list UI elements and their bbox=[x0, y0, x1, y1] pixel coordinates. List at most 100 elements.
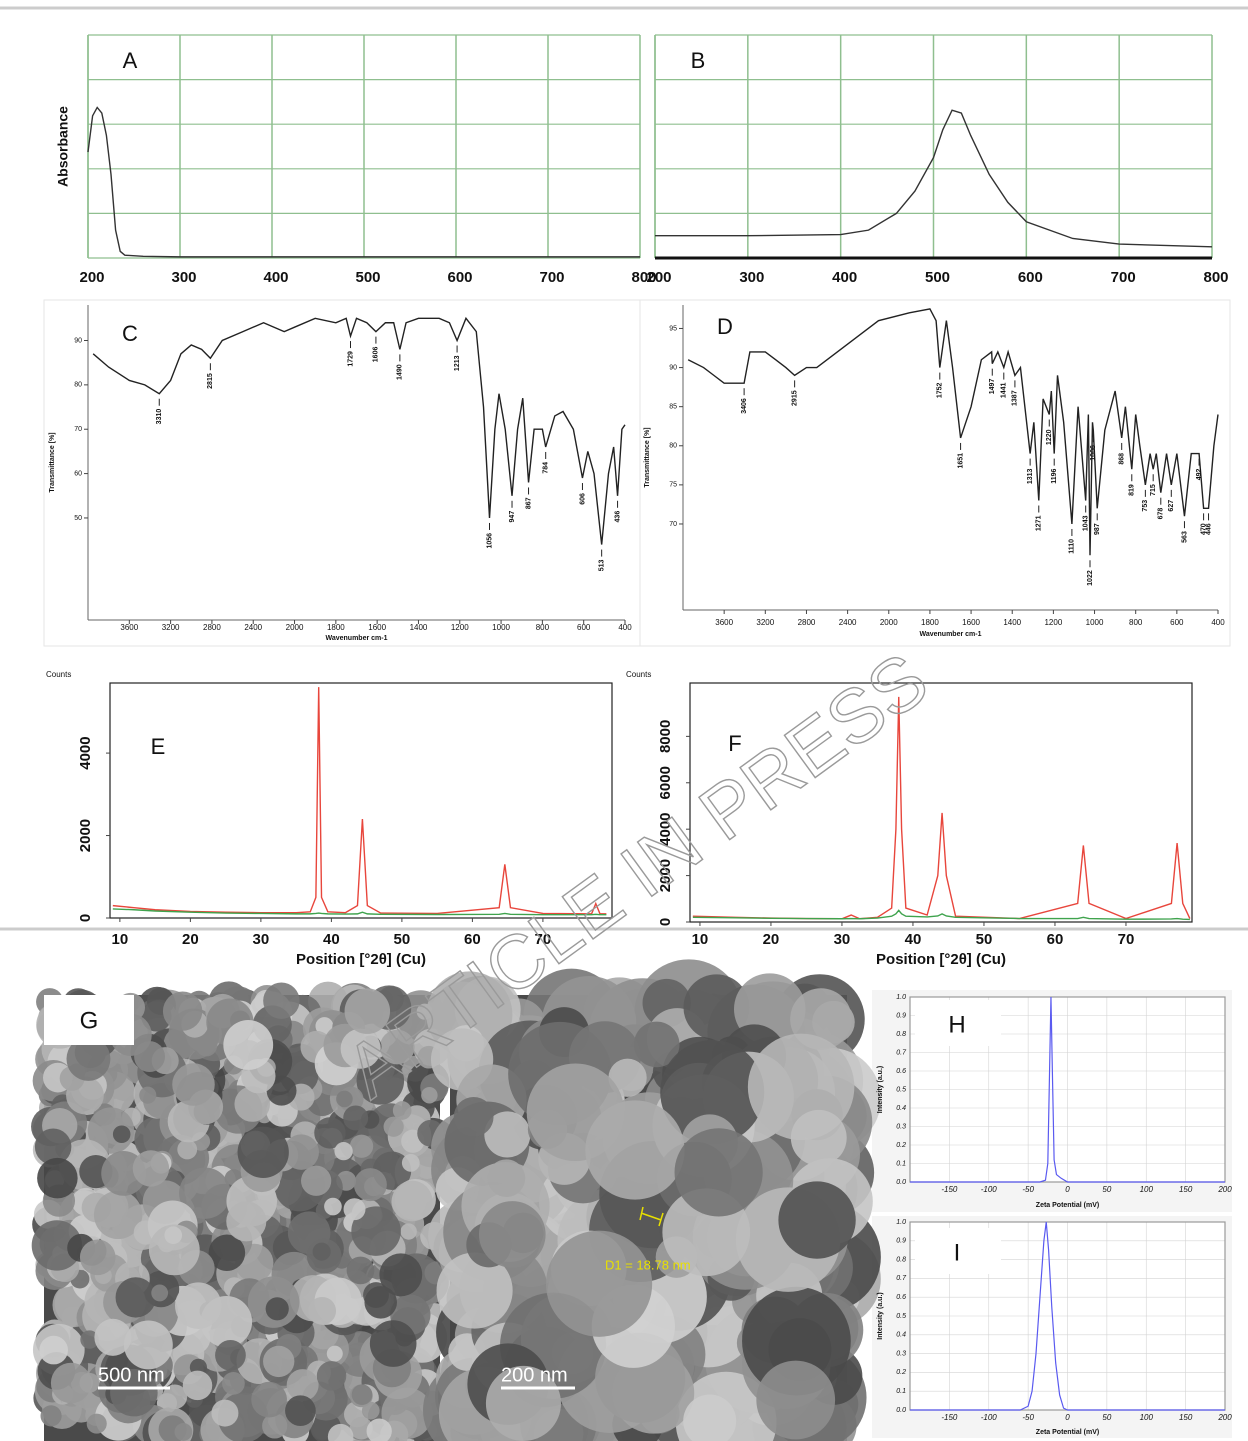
particle bbox=[400, 1223, 417, 1240]
x-tick-label: 400 bbox=[832, 269, 857, 286]
x-tick-label: 0 bbox=[1065, 1413, 1070, 1422]
particle bbox=[208, 1234, 246, 1272]
data-line bbox=[687, 308, 1219, 556]
measure-line bbox=[658, 1212, 664, 1227]
y-axis-title: Transmittance [%] bbox=[644, 427, 651, 487]
particle bbox=[164, 1226, 183, 1245]
particle bbox=[344, 988, 391, 1034]
x-tick-label: 1000 bbox=[1086, 618, 1104, 627]
peak-label: 1729 bbox=[347, 351, 354, 367]
particle bbox=[234, 1086, 270, 1122]
y-tick-label: 0.6 bbox=[896, 1294, 906, 1301]
x-tick-label: 2000 bbox=[880, 618, 898, 627]
particle bbox=[251, 1381, 287, 1418]
y-axis-title: Counts bbox=[46, 670, 71, 679]
y-tick-label: 70 bbox=[74, 426, 82, 433]
panel-frame bbox=[43, 299, 641, 647]
x-axis-title: Zeta Potential (mV) bbox=[1036, 1429, 1099, 1436]
label-box bbox=[915, 1228, 1001, 1274]
y-axis-title: Transmittance [%] bbox=[49, 432, 56, 492]
data-line bbox=[655, 109, 1213, 248]
x-tick-label: 50 bbox=[394, 931, 411, 948]
particle bbox=[79, 1239, 116, 1276]
particle bbox=[211, 1399, 239, 1427]
particle bbox=[346, 1256, 375, 1285]
particle bbox=[139, 1086, 157, 1104]
particle bbox=[585, 1100, 685, 1200]
peak-label: 513 bbox=[599, 559, 606, 571]
x-tick-label: 1800 bbox=[327, 623, 345, 632]
particle bbox=[340, 1028, 381, 1069]
x-tick-label: 70 bbox=[535, 931, 552, 948]
particle bbox=[478, 1201, 546, 1268]
particle bbox=[351, 1206, 401, 1256]
particle bbox=[351, 1384, 373, 1405]
peak-label: 1606 bbox=[373, 347, 380, 363]
x-tick-label: 1600 bbox=[962, 618, 980, 627]
x-tick-label: 1800 bbox=[921, 618, 939, 627]
x-tick-label: 600 bbox=[1018, 269, 1043, 286]
y-tick-label: 0.6 bbox=[896, 1068, 906, 1075]
peak-label: 492 bbox=[1196, 468, 1203, 480]
particle bbox=[349, 1134, 374, 1158]
y-tick-label: 0.2 bbox=[896, 1142, 906, 1149]
particle bbox=[237, 1126, 289, 1178]
x-tick-label: 40 bbox=[905, 931, 922, 948]
particle bbox=[379, 1253, 423, 1297]
particle bbox=[334, 1142, 353, 1161]
particle bbox=[392, 1101, 412, 1120]
particle bbox=[485, 1365, 561, 1441]
peak-label: 1220 bbox=[1046, 429, 1053, 445]
x-tick-label: 400 bbox=[1211, 618, 1225, 627]
particle bbox=[93, 1190, 143, 1240]
peak-label: 436 bbox=[614, 511, 621, 523]
y-tick-label: 60 bbox=[74, 470, 82, 477]
x-tick-label: -150 bbox=[941, 1185, 958, 1194]
particle bbox=[223, 1020, 274, 1070]
particle bbox=[132, 1150, 170, 1187]
y-tick-label: 70 bbox=[669, 521, 677, 528]
measure-line bbox=[640, 1212, 662, 1221]
label-box bbox=[915, 1000, 1001, 1046]
particle bbox=[40, 1405, 62, 1427]
x-tick-label: 700 bbox=[539, 269, 564, 286]
particle bbox=[674, 1128, 763, 1217]
y-axis-title: Intensity (a.u.) bbox=[877, 1292, 884, 1339]
particle bbox=[174, 1423, 193, 1441]
data-line bbox=[87, 106, 640, 258]
particle bbox=[148, 1224, 200, 1276]
particle bbox=[778, 1181, 856, 1259]
particle bbox=[80, 1330, 99, 1349]
y-tick-label: 90 bbox=[74, 337, 82, 344]
particle bbox=[175, 1282, 222, 1329]
particle bbox=[215, 1339, 246, 1371]
y-tick-label: 0.9 bbox=[896, 1238, 906, 1245]
scale-label: 500 nm bbox=[98, 1364, 165, 1386]
particle bbox=[94, 1318, 132, 1356]
peak-label: 563 bbox=[1181, 531, 1188, 543]
x-tick-label: 60 bbox=[1047, 931, 1064, 948]
x-tick-label: 800 bbox=[1129, 618, 1143, 627]
y-tick-label: 0.8 bbox=[896, 1256, 906, 1263]
particle bbox=[86, 1413, 107, 1434]
y-axis-title: Intensity (a.u.) bbox=[877, 1066, 884, 1113]
particle bbox=[286, 1369, 319, 1402]
peak-label: 784 bbox=[543, 462, 550, 474]
peak-label: 470 bbox=[1200, 523, 1207, 535]
particle bbox=[633, 1021, 680, 1068]
x-tick-label: 700 bbox=[1111, 269, 1136, 286]
y-tick-label: 0.8 bbox=[896, 1031, 906, 1038]
x-tick-label: 300 bbox=[739, 269, 764, 286]
particle bbox=[326, 1345, 343, 1362]
particle bbox=[683, 1394, 737, 1441]
panel-frame bbox=[639, 299, 1231, 647]
x-tick-label: 50 bbox=[976, 931, 993, 948]
x-axis-title: Wavenumber cm-1 bbox=[920, 631, 982, 638]
y-tick-label: 95 bbox=[669, 325, 677, 332]
x-tick-label: 2800 bbox=[203, 623, 221, 632]
x-tick-label: 1400 bbox=[410, 623, 428, 632]
x-tick-label: 3200 bbox=[162, 623, 180, 632]
y-tick-label: 4000 bbox=[657, 812, 674, 845]
y-tick-label: 0.3 bbox=[896, 1350, 906, 1357]
